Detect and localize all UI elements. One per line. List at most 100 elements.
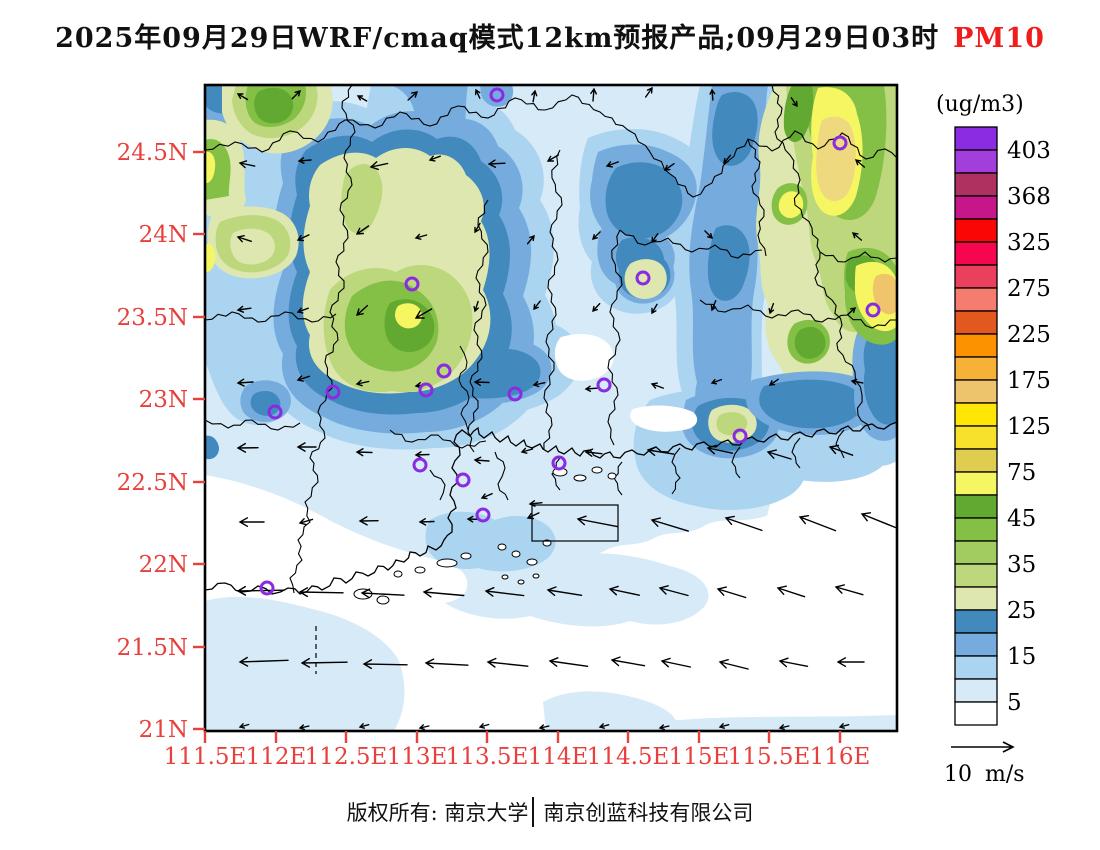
colorbar-label: 75	[1007, 460, 1036, 486]
region-dg-spot-ne	[794, 326, 826, 359]
boundary-line	[289, 85, 356, 594]
wind-arrow	[846, 307, 857, 316]
station-marker	[489, 87, 505, 103]
island	[501, 574, 509, 580]
wind-arrow	[710, 378, 723, 385]
region-db-topcenter	[605, 162, 683, 239]
page-title: 2025年09月29日WRF/cmaq模式12km预报产品;09月29日03时 P…	[0, 16, 1100, 55]
island	[436, 558, 458, 568]
island	[573, 474, 587, 482]
colorbar-box	[954, 655, 998, 680]
colorbar-box	[954, 540, 998, 565]
wind-arrow	[418, 518, 435, 526]
colorbar-label: 275	[1007, 276, 1051, 302]
wind-arrow	[487, 159, 506, 168]
lat-label: 24N	[139, 222, 188, 248]
region-y-west	[395, 303, 422, 329]
boundary-line	[771, 85, 871, 431]
lon-label: 114.5E	[587, 744, 670, 770]
wind-scale-arrow	[951, 741, 1015, 753]
wind-arrow	[605, 161, 619, 168]
lon-label: 111.5E	[164, 744, 247, 770]
region-white-gap-2	[630, 405, 698, 432]
wind-arrow	[533, 300, 541, 311]
region-cream-donut-center	[230, 228, 275, 265]
wind-arrow	[362, 659, 408, 670]
hk-region-box	[531, 504, 619, 542]
island	[393, 570, 403, 578]
wind-arrow	[651, 303, 658, 315]
wind-arrow	[768, 378, 779, 386]
wind-arrow	[645, 86, 653, 98]
station-marker	[596, 377, 612, 393]
wind-arrow	[646, 446, 675, 456]
wind-arrow	[298, 724, 310, 731]
wind-arrow	[650, 517, 689, 532]
wind-arrow	[716, 586, 747, 599]
wind-arrow	[591, 231, 601, 241]
wind-arrow	[300, 657, 348, 668]
copyright-footer: 版权所有: 南京大学 南京创蓝科技有限公司	[0, 797, 1100, 827]
wind-arrow	[851, 232, 863, 241]
boundary-line	[543, 149, 563, 451]
region-db-small-west	[250, 390, 281, 416]
region-land-sw-white	[205, 475, 468, 604]
colorbar-label: 403	[1007, 138, 1051, 164]
colorbar-box	[954, 586, 998, 611]
wind-arrow	[838, 723, 850, 729]
wind-arrow	[474, 222, 481, 234]
wind-arrow	[473, 378, 490, 386]
boundary-line	[791, 437, 801, 469]
wind-arrow	[660, 657, 692, 668]
colorbar-label: 45	[1007, 506, 1036, 532]
wind-arrow	[238, 160, 256, 169]
colorbar-box	[954, 448, 998, 473]
colorbar-box	[954, 471, 998, 496]
wind-arrow	[658, 585, 689, 597]
wind-arrow	[407, 91, 419, 101]
station-markers	[259, 87, 881, 596]
wind-arrow	[590, 87, 597, 102]
wind-arrow	[532, 381, 546, 388]
wind-arrow	[798, 515, 837, 532]
wind-arrow	[834, 584, 864, 596]
lat-label: 21.5N	[117, 635, 188, 661]
region-db-left-edge	[205, 435, 219, 460]
wind-arrow	[828, 444, 854, 456]
station-marker	[507, 386, 523, 402]
wind-arrow	[296, 442, 317, 452]
boundary-line	[467, 199, 489, 453]
wind-arrow	[418, 724, 430, 730]
title-text: 2025年09月29日WRF/cmaq模式12km预报产品;09月29日03时	[55, 23, 940, 54]
wind-arrow	[414, 308, 433, 319]
region-land-se-white	[763, 456, 897, 706]
wind-arrow	[592, 302, 601, 313]
wind-arrow	[473, 300, 479, 313]
map-frame	[203, 83, 899, 733]
colorbar-label: 35	[1007, 552, 1036, 578]
station-marker	[455, 472, 471, 488]
wind-arrow	[238, 656, 289, 667]
lon-label: 115.5E	[728, 744, 811, 770]
wind-arrow	[704, 230, 714, 240]
colorbar-box	[954, 402, 998, 427]
colorbar-label: 15	[1007, 644, 1036, 670]
wind-arrow	[480, 493, 493, 500]
wind-arrow	[546, 154, 560, 162]
colorbar-box	[954, 494, 998, 519]
region-lb-estuary-water	[425, 511, 556, 572]
island	[414, 566, 426, 574]
wind-scale-legend: 10 m/s	[944, 741, 1025, 787]
station-marker	[267, 404, 283, 420]
footer-divider-bar	[532, 797, 535, 827]
station-marker	[325, 384, 341, 400]
island	[517, 579, 525, 585]
wind-arrow	[650, 382, 664, 389]
station-marker	[475, 507, 491, 523]
station-marker	[732, 428, 748, 444]
lon-label: 113.5E	[446, 744, 529, 770]
wind-arrows	[236, 86, 897, 731]
wind-arrow	[236, 378, 254, 387]
coastline	[205, 421, 897, 595]
